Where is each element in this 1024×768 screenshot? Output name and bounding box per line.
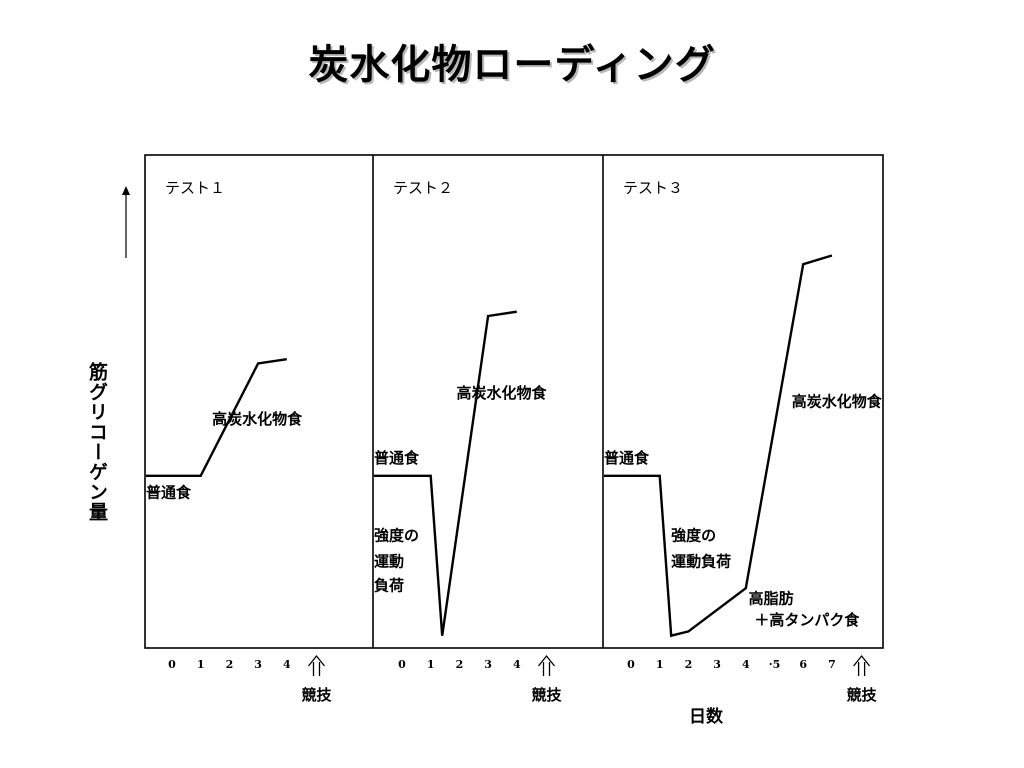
x-tick-label: 4 (283, 658, 291, 671)
x-tick-label: 0 (627, 658, 635, 671)
x-tick-label: 3 (484, 658, 492, 671)
up-arrow-icon (307, 654, 326, 676)
series-line (604, 254, 833, 638)
annotation-label: 高炭水化物食 (457, 384, 548, 402)
panel-title: テスト３ (623, 179, 683, 197)
annotation-label: 強度の (374, 527, 419, 545)
event-label: 競技 (301, 686, 332, 704)
x-tick-label: ·5 (769, 658, 780, 671)
annotation-label: 普通食 (374, 449, 420, 467)
annotation-label: 運動 (374, 553, 404, 571)
series-line (374, 310, 517, 636)
x-tick-label: 1 (427, 658, 435, 671)
y-axis-label: 筋グリコーゲン量 (86, 362, 108, 522)
annotation-label: 負荷 (374, 576, 404, 594)
annotation-label: 強度の (671, 527, 716, 545)
x-axis-label: 日数 (689, 706, 724, 727)
annotation-label: 高脂肪 (749, 589, 794, 607)
annotation-label: 普通食 (604, 449, 650, 467)
x-tick-label: 2 (226, 658, 234, 671)
chart-frame (144, 154, 884, 649)
series-line (146, 358, 287, 477)
x-tick-label: 6 (799, 658, 807, 671)
event-label: 競技 (531, 686, 562, 704)
x-tick-label: 0 (168, 658, 176, 671)
x-tick-label: 3 (713, 658, 721, 671)
slide-title: 炭水化物ローディング (308, 42, 716, 88)
up-arrow-icon (853, 654, 871, 676)
x-tick-label: 4 (513, 658, 521, 671)
annotation-label: 高炭水化物食 (792, 393, 883, 411)
event-label: 競技 (847, 686, 878, 704)
panel-title: テスト１ (165, 179, 225, 197)
annotation-label: ＋高タンパク食 (754, 611, 860, 629)
up-arrow-icon (537, 654, 556, 676)
x-tick-label: 0 (398, 658, 406, 671)
y-axis-arrow-icon (122, 186, 130, 258)
x-tick-label: 4 (742, 658, 750, 671)
x-tick-label: 2 (456, 658, 464, 671)
x-tick-label: 1 (656, 658, 664, 671)
annotation-label: 運動負荷 (671, 553, 731, 571)
panel-title: テスト２ (393, 179, 453, 197)
x-tick-label: 7 (828, 658, 836, 671)
x-tick-label: 2 (685, 658, 693, 671)
annotation-label: 高炭水化物食 (212, 410, 303, 428)
x-tick-label: 3 (254, 658, 262, 671)
x-tick-label: 1 (197, 658, 205, 671)
annotation-label: 普通食 (146, 483, 192, 501)
